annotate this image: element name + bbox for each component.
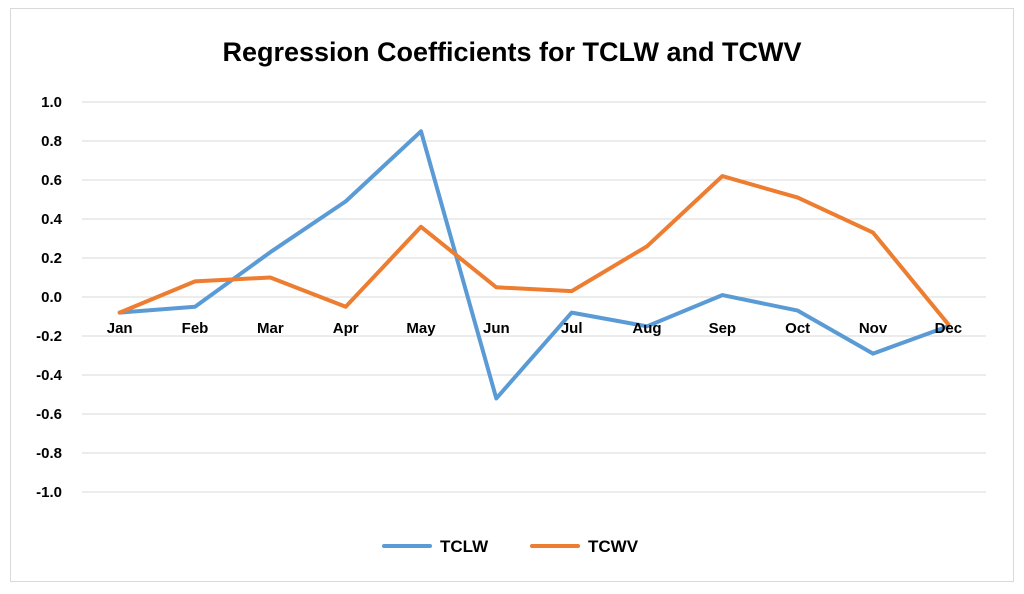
y-tick-label: -0.4 (36, 367, 63, 384)
x-tick-label: Nov (859, 320, 888, 337)
x-tick-label: Apr (333, 320, 359, 337)
series-line-tclw (117, 129, 951, 401)
x-tick-label: Oct (785, 320, 810, 337)
x-tick-label: Aug (632, 320, 661, 337)
x-tick-label: Dec (935, 320, 963, 337)
chart-frame (10, 8, 1014, 582)
x-axis-ticks: Jan Feb Mar Apr May Jun Jul Aug Sep Oct Nov Dec (107, 320, 962, 337)
y-tick-label: -0.6 (36, 406, 62, 423)
y-tick-label: -0.8 (36, 445, 62, 462)
legend-label-tcwv: TCWV (588, 537, 639, 556)
chart-title: Regression Coefficients for TCLW and TCW… (222, 37, 801, 67)
y-axis-ticks: 1.0 0.8 0.6 0.4 0.2 0.0 -0.2 -0.4 -0.6 -0.8 -1.0 (36, 94, 63, 501)
gridlines (82, 101, 986, 493)
y-tick-label: 0.0 (41, 289, 62, 306)
legend-label-tclw: TCLW (440, 537, 489, 556)
x-tick-label: Sep (709, 320, 737, 337)
y-tick-label: 0.6 (41, 172, 62, 189)
y-tick-label: 0.4 (41, 211, 63, 228)
y-tick-label: 0.8 (41, 133, 62, 150)
y-tick-label: -0.2 (36, 328, 62, 345)
x-tick-label: May (406, 320, 436, 337)
series-lines (117, 129, 951, 401)
y-tick-label: 0.2 (41, 250, 62, 267)
x-tick-label: Feb (182, 320, 209, 337)
x-tick-label: Mar (257, 320, 284, 337)
y-tick-label: -1.0 (36, 484, 62, 501)
x-tick-label: Jul (561, 320, 583, 337)
y-tick-label: 1.0 (41, 94, 62, 111)
legend: TCLW TCWV (382, 537, 639, 556)
x-tick-label: Jun (483, 320, 510, 337)
series-line-tcwv (117, 174, 951, 327)
x-tick-label: Jan (107, 320, 133, 337)
